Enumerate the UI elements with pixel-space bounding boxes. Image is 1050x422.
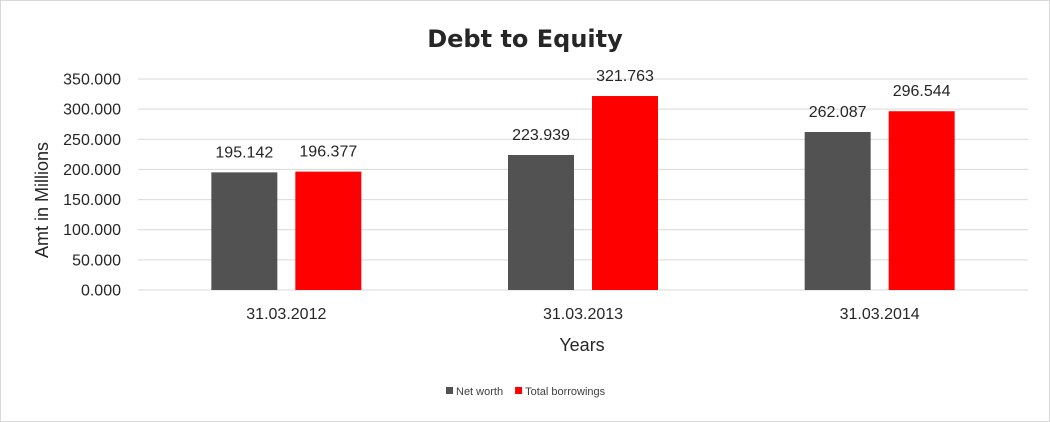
bar	[592, 96, 658, 290]
y-tick-label: 250.000	[63, 132, 121, 149]
y-tick-label: 200.000	[63, 162, 121, 179]
y-tick-label: 50.000	[72, 252, 121, 269]
x-axis-ticks: 31.03.2012 31.03.2013 31.03.2014	[246, 306, 920, 323]
bar	[295, 171, 362, 290]
data-label: 262.087	[809, 104, 867, 121]
data-label: 321.763	[596, 68, 654, 85]
legend-swatch	[446, 387, 453, 394]
legend-label: Total borrowings	[525, 386, 606, 398]
y-axis-ticks: 0.000 50.000 100.000 150.000 200.000 250.000 3…	[63, 72, 121, 300]
chart-title: Debt to Equity	[427, 25, 623, 53]
x-tick-label: 31.03.2014	[840, 306, 920, 323]
y-tick-label: 350.000	[63, 72, 121, 89]
data-label: 223.939	[512, 127, 570, 144]
y-tick-label: 150.000	[63, 192, 121, 209]
data-label: 296.544	[893, 83, 951, 100]
y-axis-title: Amt in Millions	[32, 142, 52, 258]
data-label: 196.377	[299, 144, 357, 161]
bar	[211, 172, 278, 290]
legend-swatch	[515, 387, 523, 394]
bar	[508, 154, 574, 290]
data-label: 195.142	[215, 144, 273, 161]
gridlines	[138, 78, 1028, 291]
bars	[211, 96, 955, 290]
y-tick-label: 100.000	[63, 222, 121, 239]
bar	[804, 131, 871, 290]
x-tick-label: 31.03.2013	[543, 306, 623, 323]
x-axis-title: Years	[559, 335, 604, 355]
data-labels: 195.142 196.377 223.939 321.763 262.087 296.5…	[215, 68, 950, 161]
y-tick-label: 300.000	[63, 102, 121, 119]
bar	[888, 111, 955, 290]
x-tick-label: 31.03.2012	[246, 306, 326, 323]
y-tick-label: 0.000	[81, 283, 121, 300]
legend-label: Net worth	[456, 386, 503, 398]
legend: Net worth Total borrowings	[446, 386, 606, 398]
